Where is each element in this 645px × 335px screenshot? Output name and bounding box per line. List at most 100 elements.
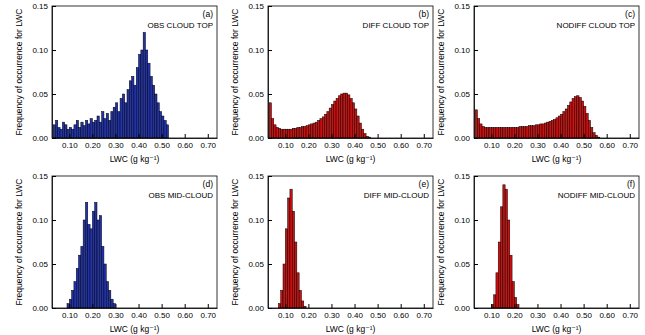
histogram-bar — [501, 127, 503, 138]
histogram-bar — [83, 126, 85, 138]
tick: 0.15 — [32, 172, 56, 181]
tick-label: 0.40 — [347, 311, 363, 320]
histogram-bar — [115, 103, 117, 138]
histogram-bar — [104, 119, 106, 138]
tick: 0.50 — [576, 304, 592, 320]
tick-label: 0.00 — [32, 134, 48, 143]
histogram-bar — [122, 94, 124, 138]
histogram-bar — [535, 125, 537, 138]
histogram-bar — [551, 120, 553, 138]
tick-label: 0.05 — [248, 260, 264, 269]
histogram-bar — [588, 120, 590, 138]
histogram-bar — [357, 116, 359, 138]
histogram-bar — [283, 129, 285, 138]
histogram-bar — [278, 128, 280, 138]
histogram-bar — [498, 242, 500, 308]
tick-mark — [630, 134, 631, 138]
tick-mark — [268, 6, 272, 7]
histogram-bar — [554, 120, 556, 138]
histogram-bar — [81, 246, 83, 308]
histogram-bar — [90, 119, 92, 138]
tick-mark — [52, 308, 56, 309]
histogram-bar — [285, 129, 287, 138]
histogram-bar — [274, 125, 276, 138]
tick-label: 0.15 — [454, 2, 470, 11]
y-axis-title: Frequency of occurrence for LWC — [436, 179, 446, 306]
histogram-bar — [281, 290, 283, 308]
histogram-bar — [531, 126, 533, 138]
tick-mark — [268, 138, 272, 139]
bars — [278, 189, 306, 308]
histogram-bar — [139, 54, 141, 138]
histogram-bar — [514, 297, 516, 308]
panel: 0.100.200.300.400.500.600.700.000.050.10… — [436, 172, 640, 334]
histogram-bar — [567, 105, 569, 138]
tick: 0.40 — [553, 304, 569, 320]
tick: 0.40 — [131, 304, 147, 320]
tick-label: 0.00 — [32, 304, 48, 313]
histogram-bar — [361, 129, 363, 138]
histogram-bar — [519, 127, 521, 138]
tick-label: 0.30 — [108, 141, 124, 150]
histogram-bar — [343, 93, 345, 138]
histogram-bar — [58, 127, 60, 138]
tick-label: 0.50 — [576, 141, 592, 150]
tick-label: 0.60 — [177, 141, 193, 150]
histogram-bar — [318, 120, 320, 138]
axis-line — [269, 138, 434, 139]
tick-mark — [474, 50, 478, 51]
tick-label: 0.30 — [530, 141, 546, 150]
tick: 0.60 — [599, 134, 615, 150]
tick-label: 0.15 — [248, 172, 264, 181]
tick: 0.05 — [32, 260, 56, 269]
tick-label: 0.60 — [599, 141, 615, 150]
bars — [475, 96, 600, 138]
histogram-bar — [69, 127, 71, 138]
histogram-bar — [102, 112, 104, 138]
histogram-bar — [561, 114, 563, 138]
tick-mark — [268, 308, 272, 309]
tick: 0.40 — [347, 134, 363, 150]
histogram-bar — [283, 264, 285, 308]
histogram-bar — [475, 110, 477, 138]
tick-label: 0.10 — [484, 311, 500, 320]
tick-mark — [52, 94, 56, 95]
tick: 0.40 — [347, 304, 363, 320]
histogram-bar — [109, 290, 111, 308]
y-axis-title: Frequency of occurrence for LWC — [14, 179, 24, 306]
histogram-bar — [92, 122, 94, 138]
histogram-bar — [136, 68, 138, 138]
tick: 0.60 — [393, 304, 409, 320]
tick-mark — [474, 220, 478, 221]
panel-title: DIFF CLOUD TOP — [363, 21, 429, 30]
histogram-bar — [496, 273, 498, 308]
tick: 0.10 — [454, 46, 478, 55]
histogram-bar — [480, 124, 482, 138]
y-axis-title: Frequency of occurrence for LWC — [436, 9, 446, 136]
histogram-bar — [109, 120, 111, 138]
histogram-bar — [484, 127, 486, 138]
tick: 0.70 — [622, 134, 638, 150]
histogram-bar — [88, 124, 90, 138]
x-axis-title: LWC (g kg⁻¹) — [532, 154, 582, 164]
histogram-bar — [299, 290, 301, 308]
tick-mark — [185, 134, 186, 138]
histogram-bar — [65, 125, 67, 138]
tick: 0.30 — [108, 134, 124, 150]
tick-mark — [52, 6, 56, 7]
tick: 0.10 — [32, 216, 56, 225]
histogram-bar — [85, 120, 87, 138]
histogram-bar — [166, 125, 168, 138]
tick-label: 0.40 — [131, 141, 147, 150]
histogram-bar — [288, 129, 290, 138]
histogram-bar — [517, 304, 519, 308]
histogram-bar — [348, 95, 350, 138]
tick: 0.00 — [248, 134, 272, 143]
histogram-bar — [90, 229, 92, 308]
tick-label: 0.10 — [248, 46, 264, 55]
histogram-bar — [503, 127, 505, 138]
tick-mark — [607, 134, 608, 138]
tick-label: 0.05 — [454, 260, 470, 269]
histogram-bar — [528, 126, 530, 138]
histogram-bar — [301, 127, 303, 138]
